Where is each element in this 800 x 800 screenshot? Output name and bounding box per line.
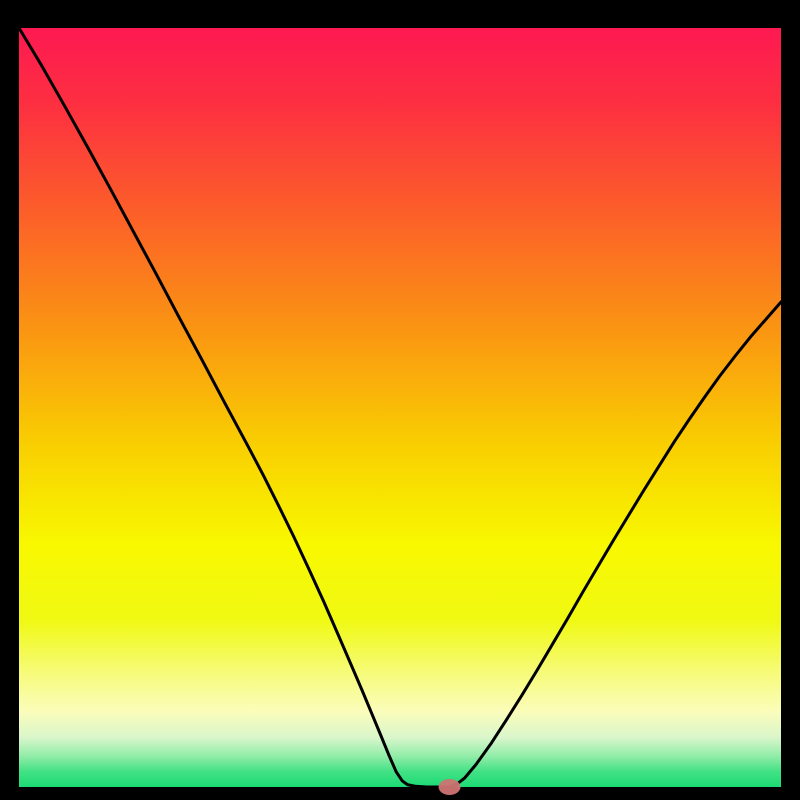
optimal-point-marker <box>439 779 461 795</box>
plot-area-gradient <box>19 28 781 787</box>
bottleneck-chart <box>0 0 800 800</box>
